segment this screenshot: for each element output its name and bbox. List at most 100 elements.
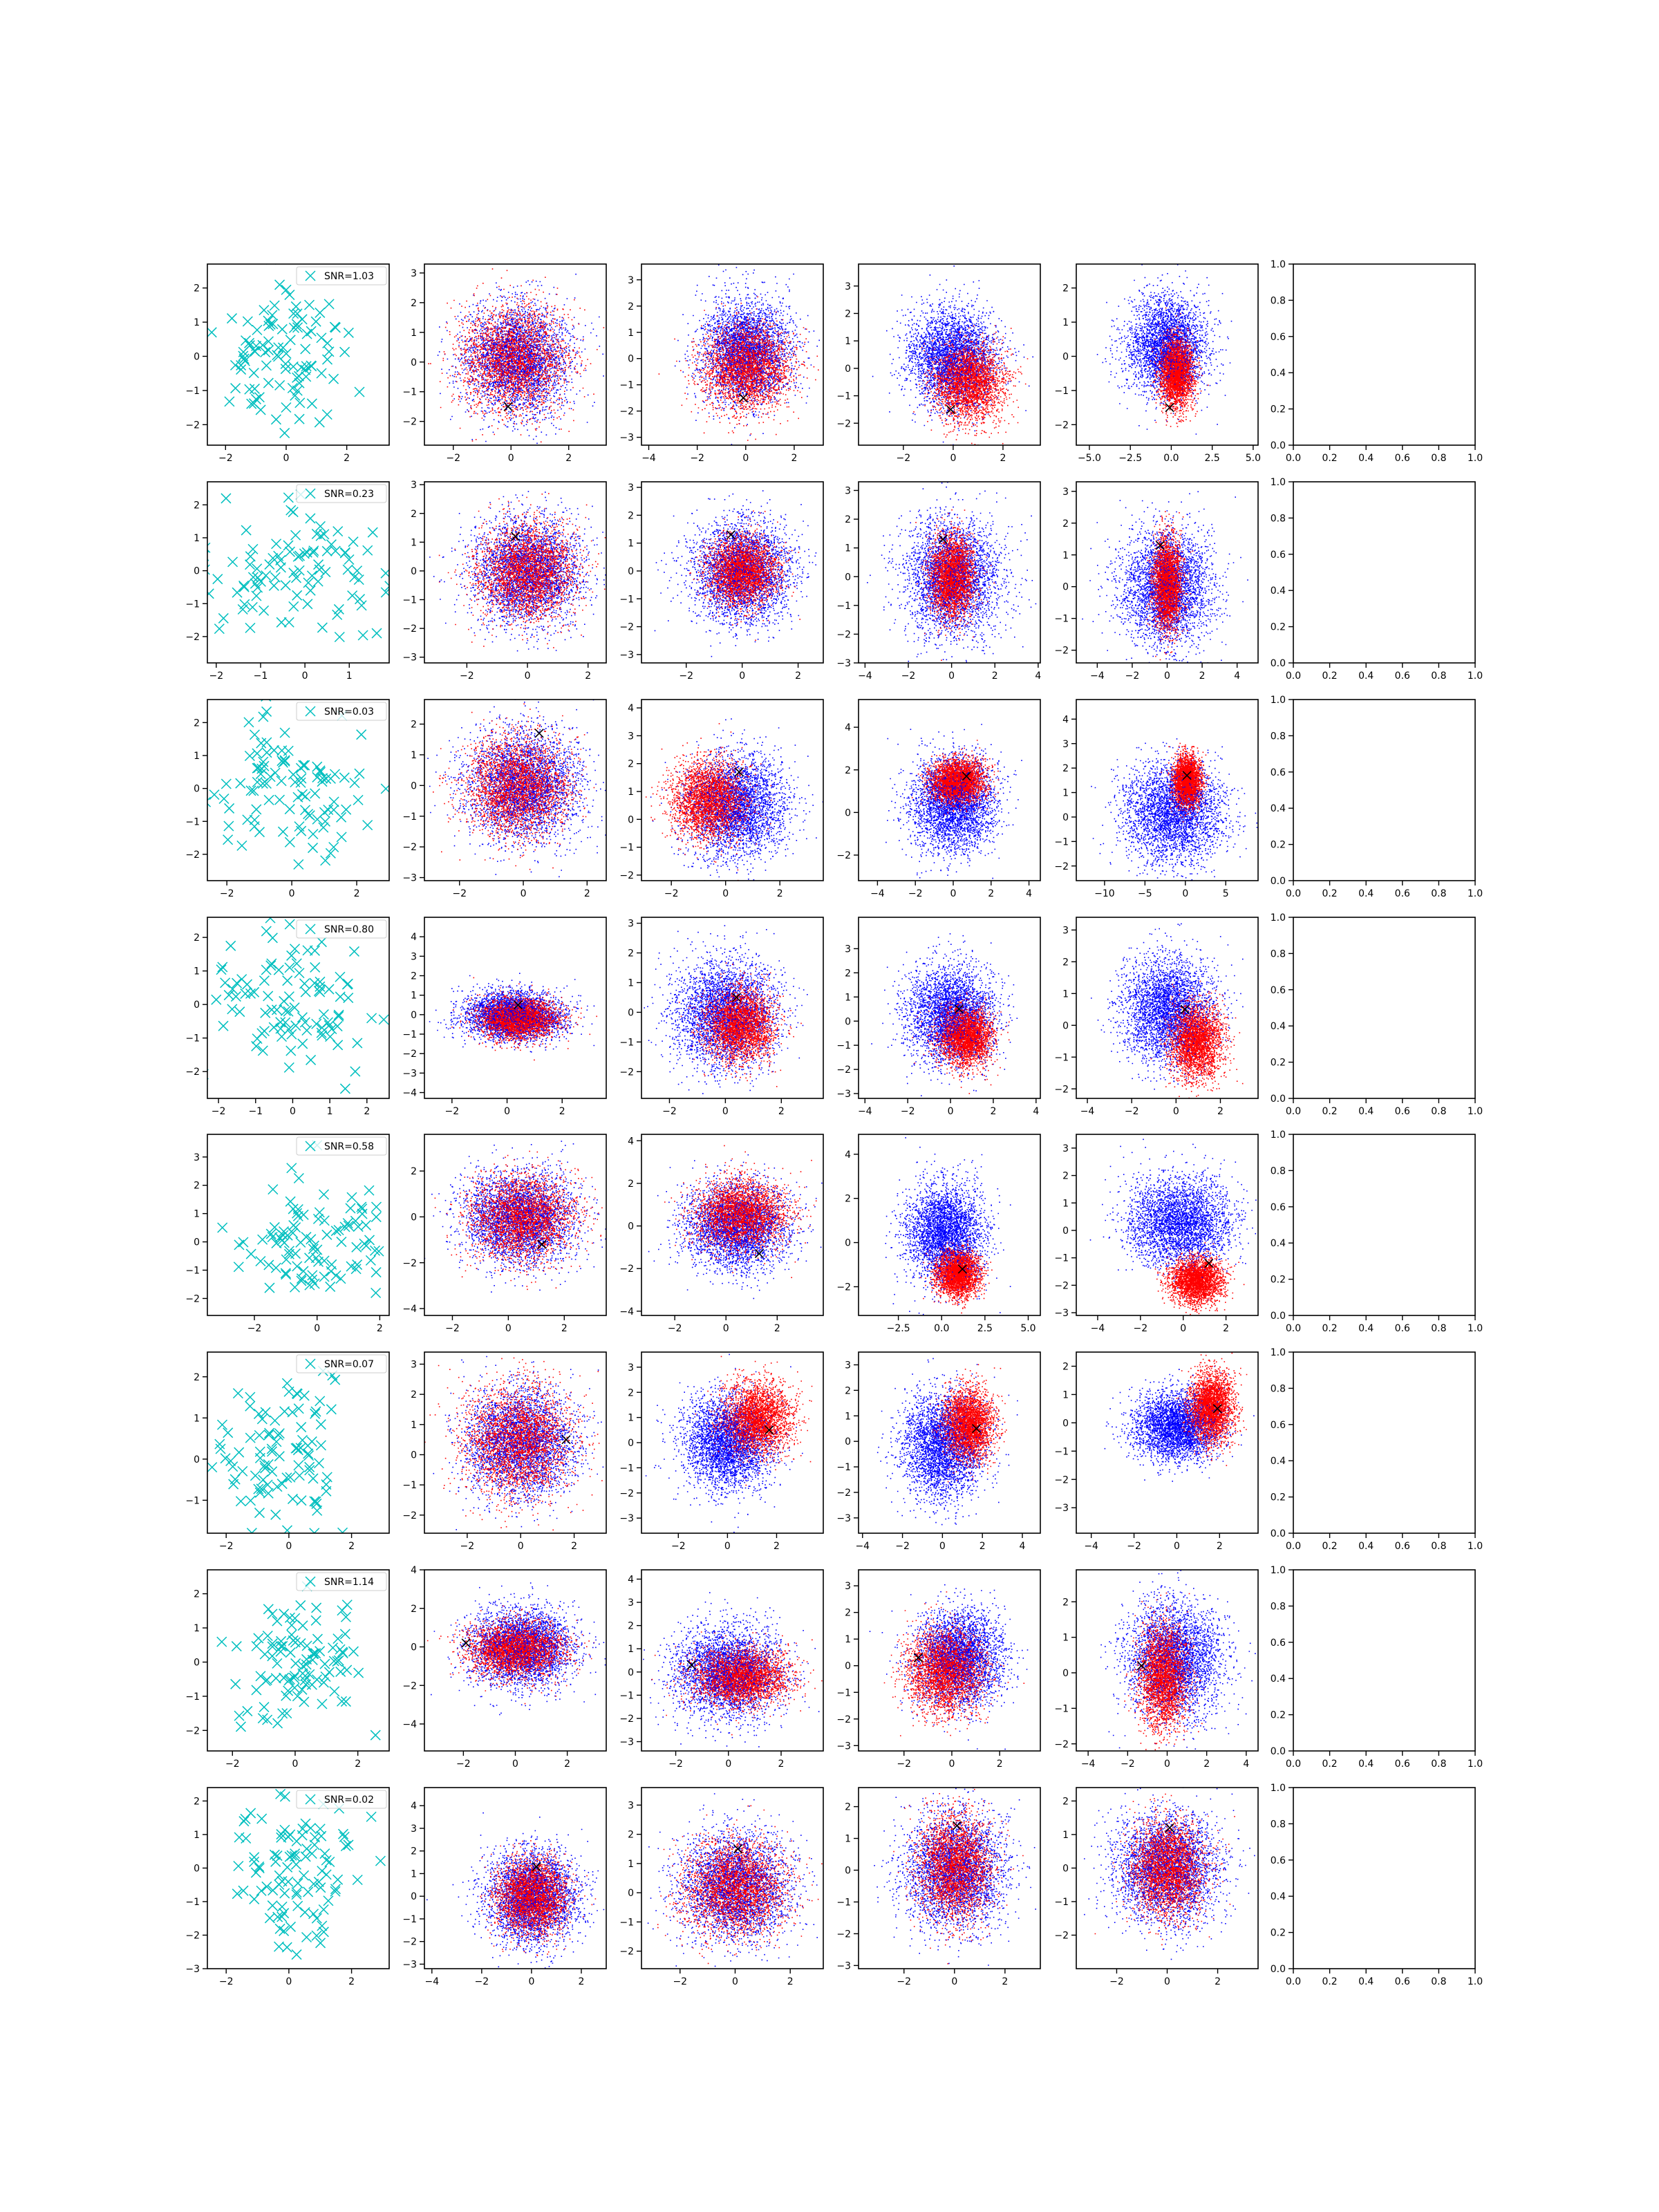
x-tick-label: 2 [354, 888, 360, 899]
x-tick-label: 0.0 [1286, 888, 1301, 899]
x-tick-label: −2 [897, 1976, 911, 1987]
y-tick-label: 0.8 [1271, 1819, 1286, 1830]
y-tick-label: 0.6 [1271, 550, 1286, 561]
x-tick-label: 2 [585, 671, 591, 682]
x-tick-label: −2 [908, 888, 923, 899]
y-tick-label: −2 [1054, 646, 1069, 657]
x-tick-label: −2 [901, 671, 916, 682]
x-tick-label: 0.0 [1286, 1541, 1301, 1552]
x-tick-label: 2 [774, 1541, 780, 1552]
y-tick-label: 4 [628, 1574, 634, 1585]
x-tick-label: 0.0 [1286, 671, 1301, 682]
x-tick-label: 1.0 [1468, 888, 1483, 899]
y-tick-label: 3 [1062, 487, 1069, 498]
x-tick-label: 0.6 [1395, 1759, 1410, 1770]
x-tick-label: −2 [1125, 671, 1140, 682]
y-tick-label: 0.6 [1271, 767, 1286, 778]
x-tick-label: 0.2 [1322, 888, 1337, 899]
y-tick-label: 0.8 [1271, 1383, 1286, 1394]
legend: SNR=0.03 [297, 702, 386, 720]
y-tick-label: −4 [402, 1719, 417, 1730]
x-tick-label: −2 [446, 453, 460, 464]
y-tick-label: 0 [411, 1010, 417, 1021]
y-tick-label: −1 [402, 1480, 417, 1491]
x-tick-label: 0 [732, 1976, 738, 1987]
legend-label: SNR=0.03 [324, 706, 374, 718]
x-tick-label: 0 [1174, 1541, 1180, 1552]
y-tick-label: −2 [619, 870, 634, 881]
y-tick-label: 3 [194, 1152, 200, 1163]
x-tick-label: 0 [723, 1323, 729, 1334]
y-tick-label: 1 [194, 1413, 200, 1424]
x-tick-label: 0.0 [1286, 1106, 1301, 1117]
x-tick-label: −4 [1084, 1541, 1098, 1552]
y-tick-label: 0.6 [1271, 332, 1286, 343]
x-tick-label: 2 [348, 1976, 355, 1987]
x-tick-label: −2 [225, 1759, 240, 1770]
x-tick-label: 0.0 [1286, 453, 1301, 464]
x-tick-label: −2 [475, 1976, 489, 1987]
y-tick-label: 3 [628, 731, 634, 742]
y-tick-label: 2 [411, 509, 417, 520]
y-tick-label: −1 [402, 1914, 417, 1925]
y-tick-label: 3 [845, 281, 851, 292]
y-tick-label: −2 [836, 418, 851, 429]
y-tick-label: −3 [836, 1089, 851, 1100]
x-tick-label: 0.4 [1358, 1323, 1374, 1334]
x-tick-label: 2 [992, 671, 998, 682]
y-tick-label: 2 [411, 298, 417, 309]
x-tick-label: −2 [1121, 1759, 1135, 1770]
y-tick-label: 1 [194, 751, 200, 762]
y-tick-label: 2 [1062, 957, 1069, 968]
y-tick-label: −1 [619, 594, 634, 605]
y-tick-label: 4 [1062, 714, 1069, 725]
x-tick-label: 0.8 [1431, 888, 1446, 899]
x-tick-label: 1 [327, 1106, 333, 1117]
y-tick-label: −1 [402, 812, 417, 823]
y-tick-label: 0.0 [1271, 658, 1286, 669]
y-tick-label: 1 [628, 978, 634, 989]
y-tick-label: −2 [185, 850, 200, 861]
x-tick-label: 0.6 [1395, 888, 1410, 899]
y-tick-label: 2 [411, 1604, 417, 1615]
x-tick-label: −2 [895, 1541, 910, 1552]
y-tick-label: −2 [402, 1049, 417, 1060]
x-tick-label: −1 [248, 1106, 263, 1117]
x-tick-label: 4 [1234, 671, 1240, 682]
y-tick-label: −1 [402, 595, 417, 606]
y-tick-label: 3 [628, 919, 634, 930]
y-tick-label: −2 [1054, 1280, 1069, 1291]
x-tick-label: 5 [1223, 888, 1229, 899]
x-tick-label: 0.4 [1358, 671, 1374, 682]
y-tick-label: 2 [628, 1830, 634, 1841]
y-tick-label: 3 [845, 944, 851, 955]
y-tick-label: 2 [194, 1181, 200, 1192]
legend-label: SNR=0.02 [324, 1794, 374, 1806]
y-tick-label: 1 [845, 992, 851, 1003]
y-tick-label: 1 [1062, 1389, 1069, 1400]
y-tick-label: 2 [845, 308, 851, 319]
x-tick-label: 1.0 [1468, 453, 1483, 464]
y-tick-label: 0 [628, 1888, 634, 1899]
y-tick-label: 0 [1062, 1020, 1069, 1031]
y-tick-label: −2 [619, 1264, 634, 1275]
y-tick-label: 0.2 [1271, 840, 1286, 851]
y-tick-label: 0 [1062, 352, 1069, 363]
y-tick-label: −1 [1054, 614, 1069, 625]
y-tick-label: 2 [411, 971, 417, 982]
y-tick-label: −1 [402, 1029, 417, 1040]
y-tick-label: 1 [628, 1644, 634, 1655]
y-tick-label: 1.0 [1271, 695, 1286, 706]
x-tick-label: 0.8 [1431, 1541, 1446, 1552]
y-tick-label: −1 [619, 1690, 634, 1701]
y-tick-label: 3 [628, 1362, 634, 1374]
legend-label: SNR=1.03 [324, 271, 374, 282]
y-tick-label: −2 [402, 417, 417, 428]
x-tick-label: 1.0 [1468, 1106, 1483, 1117]
x-tick-label: 2 [561, 1323, 568, 1334]
x-tick-label: 2 [344, 453, 350, 464]
x-tick-label: 0 [521, 888, 527, 899]
y-tick-label: −2 [619, 406, 634, 418]
x-tick-label: 0 [285, 1541, 292, 1552]
y-tick-label: −3 [402, 1959, 417, 1970]
